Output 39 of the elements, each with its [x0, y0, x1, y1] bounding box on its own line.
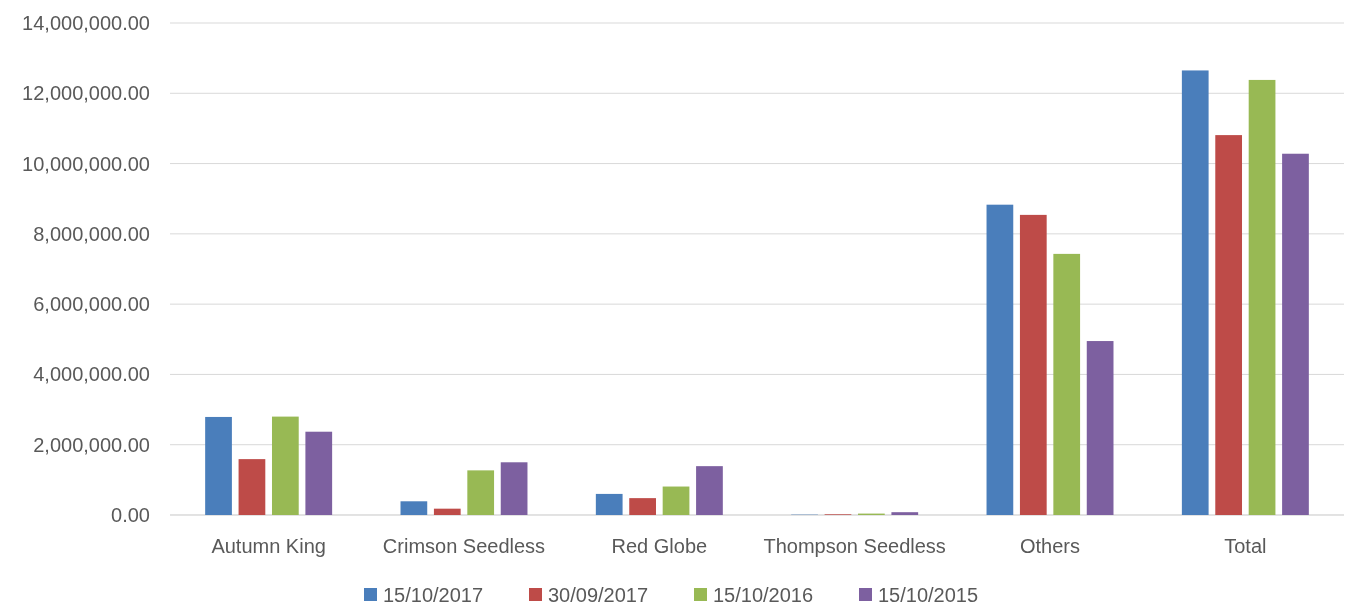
y-tick-label: 4,000,000.00 — [33, 363, 150, 386]
x-tick-label: Autumn King — [211, 535, 326, 557]
bar — [696, 466, 723, 515]
bar — [305, 431, 333, 515]
y-tick-label: 8,000,000.00 — [33, 222, 150, 245]
bar — [1215, 135, 1243, 515]
bar — [986, 204, 1014, 515]
y-tick-label: 6,000,000.00 — [33, 293, 150, 316]
y-tick-label: 0.00 — [111, 504, 150, 526]
bar — [1086, 341, 1114, 515]
legend-label: 15/10/2017 — [383, 584, 484, 606]
bar — [433, 508, 461, 515]
bar — [891, 512, 919, 515]
bar — [1282, 153, 1309, 515]
bar — [1248, 79, 1276, 515]
bar — [1019, 214, 1047, 515]
bar — [400, 501, 428, 515]
bar — [271, 416, 299, 515]
x-tick-label: Total — [1224, 535, 1267, 557]
x-tick-label: Crimson Seedless — [382, 535, 546, 557]
x-tick-label: Red Globe — [611, 535, 708, 557]
bar — [662, 486, 690, 515]
bar — [595, 493, 623, 515]
bar — [629, 498, 656, 515]
bar — [205, 416, 232, 515]
y-tick-label: 2,000,000.00 — [33, 433, 150, 456]
bar — [500, 462, 528, 515]
x-tick-label: Others — [1020, 535, 1081, 557]
y-tick-label: 12,000,000.00 — [22, 82, 150, 105]
y-tick-label: 10,000,000.00 — [22, 152, 150, 175]
bar — [1053, 253, 1081, 515]
legend-label: 15/10/2015 — [878, 584, 979, 606]
y-tick-label: 14,000,000.00 — [22, 12, 150, 34]
bar — [238, 459, 266, 515]
bar — [467, 470, 495, 515]
x-tick-label: Thompson Seedless — [763, 535, 946, 557]
legend-label: 30/09/2017 — [548, 584, 649, 606]
legend-label: 15/10/2016 — [713, 584, 814, 606]
bar — [1181, 70, 1209, 515]
